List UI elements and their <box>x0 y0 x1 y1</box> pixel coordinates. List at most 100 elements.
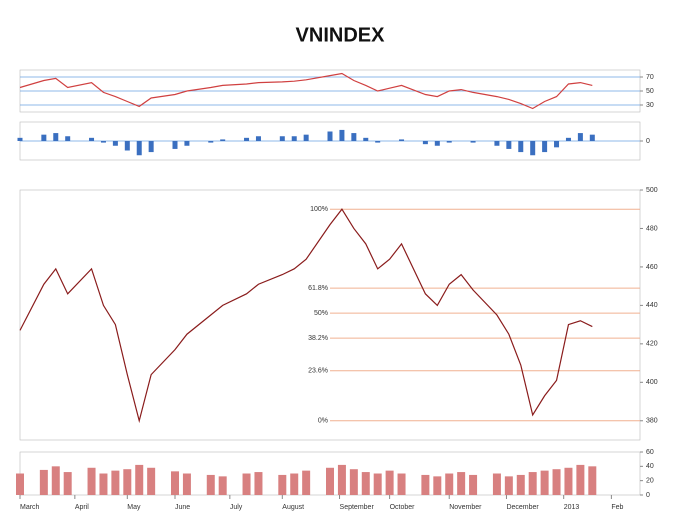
bar <box>172 141 178 149</box>
bar <box>337 464 346 495</box>
bar <box>290 473 299 495</box>
x-tick-label: Feb <box>611 504 623 511</box>
line <box>19 208 593 424</box>
y-tick-label: 420 <box>646 341 658 348</box>
y-tick-label: 20 <box>646 478 654 485</box>
bar <box>89 137 95 141</box>
fib-label: 50% <box>314 310 328 317</box>
x-tick-label: July <box>230 504 243 511</box>
bar <box>518 141 524 153</box>
y-tick-label: 70 <box>646 74 654 81</box>
y-tick-label: 400 <box>646 379 658 386</box>
bar <box>397 473 406 495</box>
bar <box>123 469 132 495</box>
x-tick-label: April <box>75 504 89 511</box>
line <box>19 72 593 110</box>
bar <box>148 141 154 153</box>
bar <box>554 141 560 148</box>
bar <box>100 141 106 143</box>
x-tick-label: August <box>282 504 304 511</box>
y-tick-label: 60 <box>646 449 654 456</box>
fib-label: 23.6% <box>308 368 328 375</box>
fib-label: 0% <box>318 418 328 425</box>
bar <box>349 469 358 495</box>
bar <box>242 473 251 495</box>
bar <box>254 472 263 495</box>
bar <box>506 141 512 149</box>
bar <box>494 141 500 146</box>
bar <box>279 136 285 141</box>
bar <box>208 141 214 143</box>
bar <box>124 141 130 151</box>
bar <box>99 473 108 495</box>
y-tick-label: 460 <box>646 264 658 271</box>
bar <box>373 473 382 495</box>
bar <box>302 470 311 495</box>
bar <box>577 133 583 141</box>
bar <box>589 134 595 141</box>
bar <box>220 139 226 141</box>
bar <box>326 467 334 495</box>
fib-label: 100% <box>310 206 328 213</box>
bar <box>433 476 442 495</box>
bar <box>41 134 47 141</box>
bar <box>588 466 597 495</box>
bar <box>112 141 118 146</box>
y-tick-label: 440 <box>646 302 658 309</box>
y-tick-label: 480 <box>646 225 658 232</box>
bar <box>385 470 394 495</box>
bar <box>399 139 405 141</box>
x-tick-label: November <box>449 504 482 511</box>
bar <box>327 131 333 141</box>
bar <box>182 473 191 495</box>
bar <box>530 141 536 156</box>
x-tick-label: March <box>20 504 40 511</box>
bar <box>244 137 250 141</box>
x-tick-label: May <box>127 504 141 511</box>
bar <box>516 474 525 495</box>
bar <box>339 129 345 141</box>
y-tick-label: 50 <box>646 88 654 95</box>
bar <box>171 471 179 495</box>
x-tick-label: December <box>506 504 539 511</box>
bar <box>291 136 297 141</box>
bar <box>542 141 548 153</box>
bar <box>375 141 381 143</box>
fib-label: 61.8% <box>308 285 328 292</box>
x-tick-label: 2013 <box>564 504 580 511</box>
bar <box>445 473 454 495</box>
bar <box>446 141 452 143</box>
bar <box>552 469 561 495</box>
bar <box>184 141 190 146</box>
y-tick-label: 0 <box>646 138 650 145</box>
bar <box>457 472 466 495</box>
bar <box>576 464 585 495</box>
y-tick-label: 500 <box>646 187 658 194</box>
bar <box>421 474 430 495</box>
bar <box>135 464 144 495</box>
bar <box>565 137 571 141</box>
bar <box>111 470 120 495</box>
bar <box>136 141 142 156</box>
bar <box>303 134 309 141</box>
bar <box>422 141 428 145</box>
bar <box>564 467 573 495</box>
fib-label: 38.2% <box>308 335 328 342</box>
bar <box>218 476 227 495</box>
bar <box>434 141 440 146</box>
bar <box>492 473 501 495</box>
x-tick-label: June <box>175 504 190 511</box>
y-tick-label: 380 <box>646 418 658 425</box>
bar <box>278 474 287 495</box>
x-tick-label: October <box>390 504 416 511</box>
bar <box>147 467 156 495</box>
y-tick-label: 0 <box>646 492 650 499</box>
bar <box>540 470 549 495</box>
x-tick-label: September <box>340 504 375 511</box>
bar <box>51 466 60 495</box>
bar <box>469 474 478 495</box>
chart-title: VNINDEX <box>296 24 386 46</box>
bar <box>528 472 537 495</box>
panel-frame <box>19 189 641 441</box>
